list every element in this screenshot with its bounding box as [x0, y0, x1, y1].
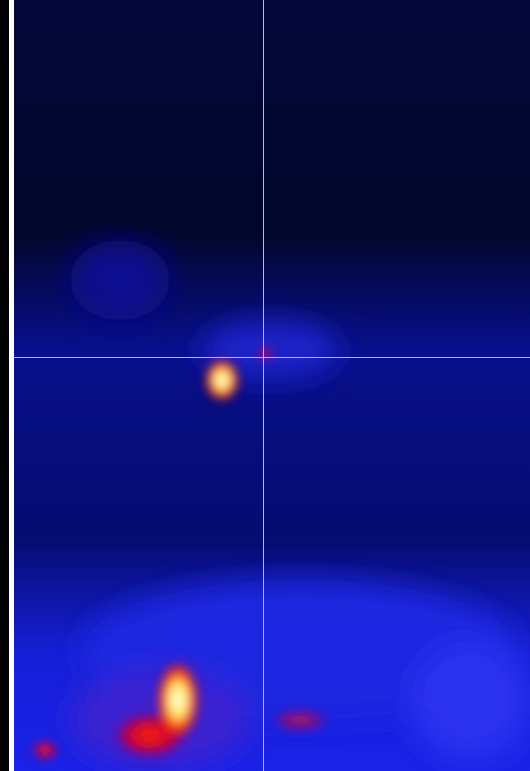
- emission-cloud: [70, 240, 170, 320]
- red-region: [270, 708, 330, 732]
- page: {} html, body { margin: 0; padding: 0; w…: [0, 0, 530, 771]
- side-bar: [9, 0, 14, 771]
- hot-source: [156, 660, 200, 740]
- red-region: [31, 740, 59, 760]
- hot-source: [204, 358, 240, 402]
- page-body: [0, 0, 530, 771]
- emission-cloud: [410, 640, 530, 760]
- image-viewer: [0, 0, 530, 771]
